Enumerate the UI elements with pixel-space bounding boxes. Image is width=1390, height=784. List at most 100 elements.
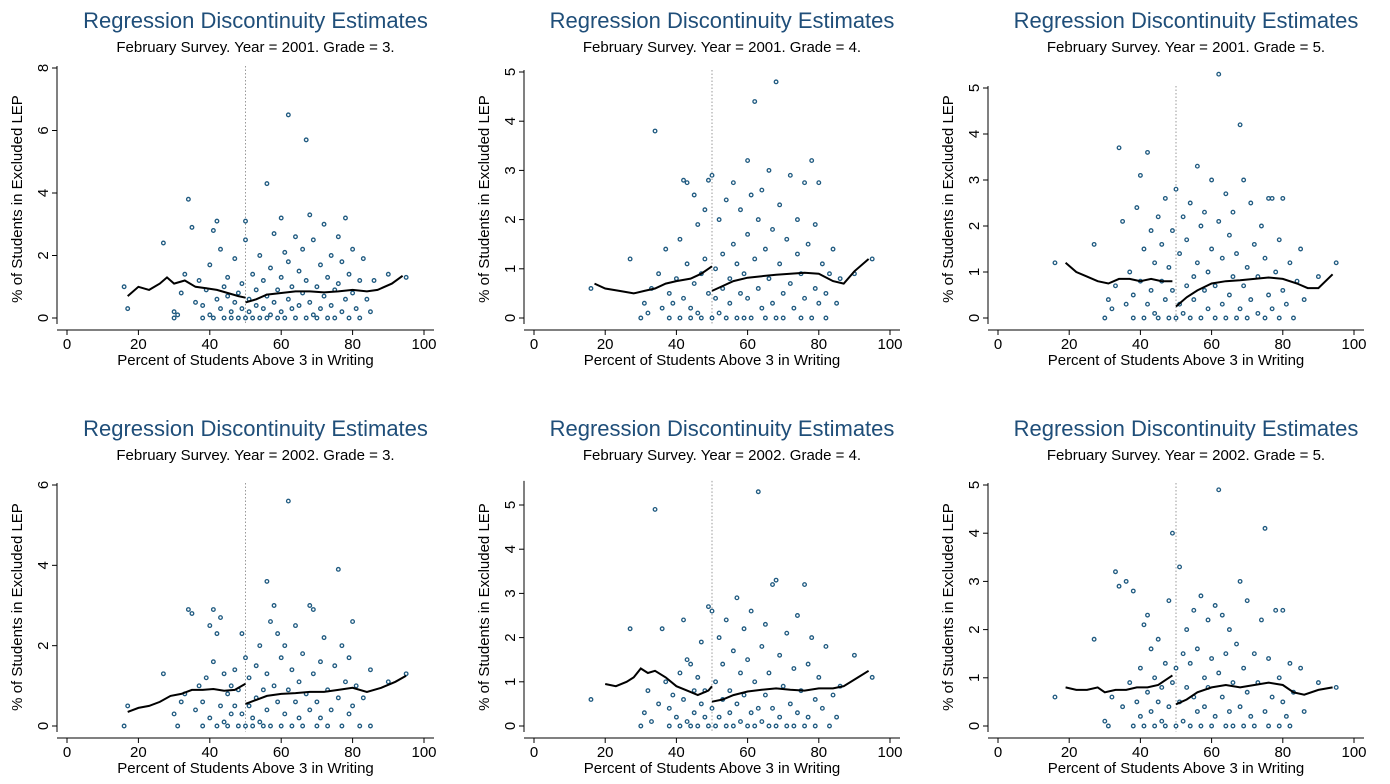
data-point — [1223, 651, 1229, 657]
data-point — [228, 711, 234, 717]
chart-panel-4: Regression Discontinuity Estimates Februa… — [9, 416, 437, 777]
data-point — [1141, 622, 1147, 628]
data-point — [1120, 218, 1126, 224]
data-point — [819, 261, 825, 267]
data-point — [235, 723, 241, 729]
data-point — [1202, 704, 1207, 710]
data-point — [264, 181, 270, 187]
data-point — [720, 251, 726, 257]
data-point — [1166, 264, 1172, 270]
data-point — [730, 648, 736, 654]
data-point — [1219, 255, 1225, 261]
data-point — [705, 290, 711, 296]
data-point — [816, 180, 822, 186]
data-point — [318, 715, 323, 721]
data-point — [125, 703, 131, 709]
data-point — [745, 723, 751, 729]
data-point — [766, 723, 772, 729]
data-point — [1226, 232, 1232, 238]
data-point — [207, 715, 213, 721]
data-point — [1273, 607, 1279, 613]
data-point — [1280, 195, 1286, 201]
data-point — [1216, 71, 1222, 77]
data-point — [278, 274, 284, 280]
data-point — [310, 607, 316, 612]
data-point — [759, 719, 765, 725]
x-tick-label: 0 — [530, 336, 538, 353]
data-point — [734, 261, 740, 267]
data-point — [335, 566, 341, 572]
data-point — [752, 679, 758, 685]
data-point — [741, 626, 747, 632]
data-point — [627, 626, 633, 632]
data-point — [787, 701, 793, 707]
data-point — [730, 180, 736, 186]
data-point — [300, 723, 306, 729]
data-point — [652, 128, 658, 134]
y-tick-label: 2 — [35, 251, 52, 259]
data-point — [282, 249, 288, 255]
x-tick-label: 60 — [739, 744, 756, 761]
data-point — [1237, 704, 1243, 710]
data-point — [260, 687, 266, 693]
data-point — [293, 623, 298, 629]
data-point — [716, 714, 722, 720]
x-axis-label: Percent of Students Above 3 in Writing — [1048, 760, 1305, 777]
data-point — [235, 290, 241, 296]
chart-subtitle: February Survey. Year = 2001. Grade = 3. — [116, 39, 394, 56]
data-point — [809, 635, 815, 641]
data-point — [702, 207, 708, 213]
data-point — [346, 271, 352, 277]
data-point — [228, 309, 234, 315]
data-point — [1148, 228, 1154, 234]
data-point — [360, 256, 366, 262]
data-point — [207, 312, 213, 318]
data-point — [339, 259, 345, 265]
data-point — [1262, 255, 1268, 261]
data-point — [784, 723, 790, 729]
data-point — [695, 222, 701, 227]
data-point — [289, 667, 295, 673]
data-point — [1116, 583, 1122, 589]
chart-subtitle: February Survey. Year = 2001. Grade = 5. — [1047, 39, 1325, 56]
data-point — [698, 639, 704, 645]
data-point — [350, 619, 356, 625]
data-point — [196, 278, 202, 283]
data-point — [214, 631, 220, 637]
data-point — [303, 315, 309, 321]
x-tick-label: 80 — [1274, 744, 1291, 761]
data-point — [271, 683, 277, 689]
data-point — [1212, 315, 1218, 321]
fit-line-left — [1064, 262, 1173, 285]
data-point — [1187, 723, 1193, 729]
data-point — [755, 489, 761, 495]
data-point — [185, 196, 191, 202]
y-tick-label: 5 — [966, 84, 983, 92]
data-point — [1234, 315, 1239, 321]
data-point — [1262, 709, 1268, 714]
data-point — [1287, 723, 1293, 729]
data-point — [659, 305, 665, 311]
data-point — [335, 281, 341, 287]
data-point — [218, 246, 223, 252]
data-point — [314, 699, 320, 705]
data-point — [328, 303, 334, 308]
data-point — [310, 671, 316, 677]
data-point — [243, 237, 248, 243]
data-point — [1137, 665, 1143, 671]
data-point — [357, 315, 363, 321]
data-point — [1155, 315, 1161, 321]
data-point — [666, 315, 672, 321]
data-point — [246, 703, 252, 709]
y-tick-label: 5 — [966, 481, 983, 489]
data-point — [207, 623, 213, 629]
x-tick-label: 100 — [411, 744, 436, 761]
data-point — [1194, 709, 1200, 714]
data-point — [1241, 283, 1247, 289]
data-point — [787, 172, 793, 178]
y-axis-label: % of Students in Excluded LEP — [476, 503, 493, 711]
data-point — [681, 177, 686, 183]
data-point — [1226, 292, 1232, 298]
data-point — [257, 253, 263, 258]
